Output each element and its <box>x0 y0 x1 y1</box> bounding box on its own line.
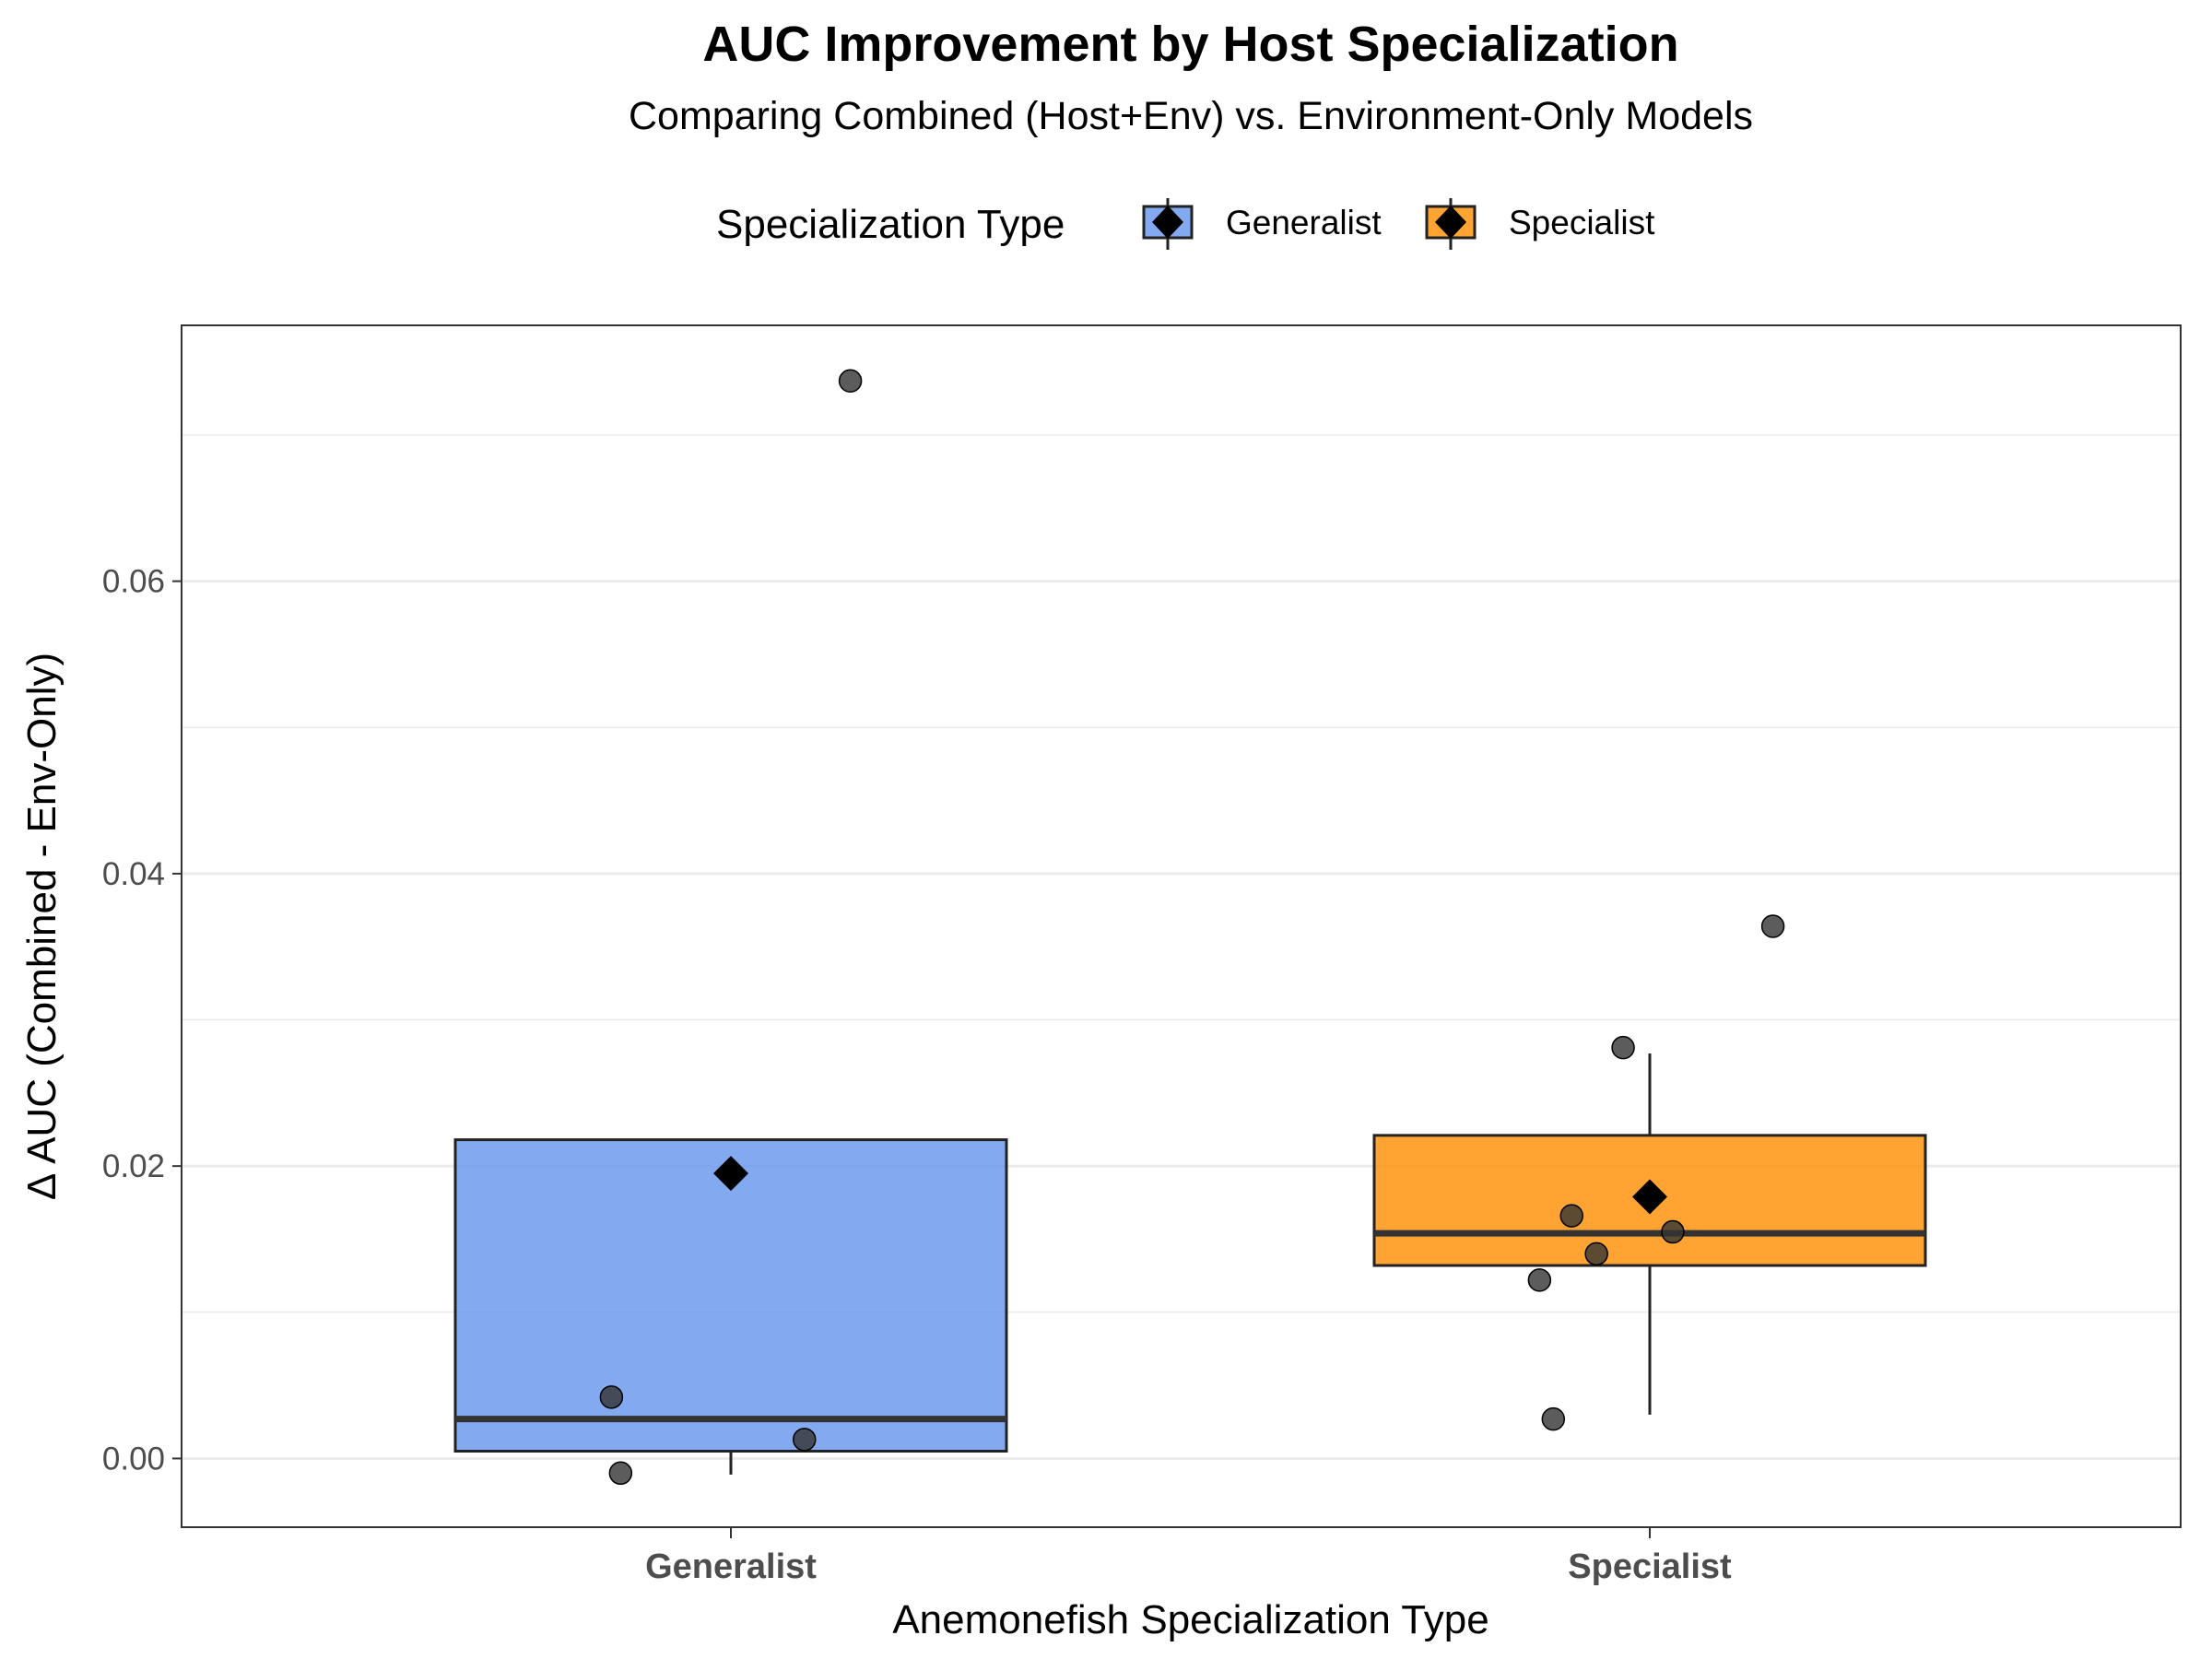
boxplot-specialist <box>1372 914 1927 1431</box>
data-point <box>1527 1268 1552 1292</box>
data-point <box>1584 1241 1608 1266</box>
y-axis-title: Δ AUC (Combined - Env-Only) <box>19 653 65 1200</box>
boxplot-generalist <box>453 369 1008 1486</box>
box <box>453 1138 1008 1453</box>
data-point <box>1611 1035 1635 1060</box>
legend-key-generalist <box>1142 198 1194 250</box>
legend-title: Specialization Type <box>716 202 1065 247</box>
legend-key-generalist-mean-marker <box>1152 206 1183 239</box>
y-tick-label: 0.02 <box>102 1148 165 1184</box>
y-tick-label: 0.06 <box>102 564 165 600</box>
plot-marks <box>453 369 1927 1486</box>
legend-label-generalist: Generalist <box>1226 204 1382 241</box>
data-point <box>1661 1219 1685 1244</box>
y-tick-label: 0.00 <box>102 1441 165 1477</box>
mean-marker <box>1632 1179 1667 1215</box>
plot-panel-border <box>181 324 2182 1528</box>
legend-key-specialist-mean-marker <box>1435 206 1466 239</box>
legend: Specialization Type Generalist Specialis… <box>716 198 1655 250</box>
legend-key-specialist <box>1425 198 1477 250</box>
data-point <box>1559 1204 1584 1228</box>
data-point <box>793 1428 817 1452</box>
y-axis-tick-labels: 0.00 0.02 0.04 0.06 <box>102 564 182 1477</box>
y-tick-label: 0.04 <box>102 856 165 892</box>
x-axis-ticks: Generalist Specialist <box>645 1527 1732 1586</box>
data-point <box>1541 1406 1566 1431</box>
mean-marker <box>713 1156 748 1192</box>
data-point <box>599 1385 624 1409</box>
x-axis-title: Anemonefish Specialization Type <box>892 1597 1488 1642</box>
chart-subtitle: Comparing Combined (Host+Env) vs. Enviro… <box>629 94 1753 138</box>
data-point <box>1760 914 1785 938</box>
x-tick-label: Specialist <box>1568 1547 1732 1586</box>
legend-label-specialist: Specialist <box>1509 204 1655 241</box>
chart-title: AUC Improvement by Host Specialization <box>702 17 1678 72</box>
data-point <box>838 369 863 394</box>
x-tick-label: Generalist <box>645 1547 817 1586</box>
data-point <box>608 1461 633 1486</box>
